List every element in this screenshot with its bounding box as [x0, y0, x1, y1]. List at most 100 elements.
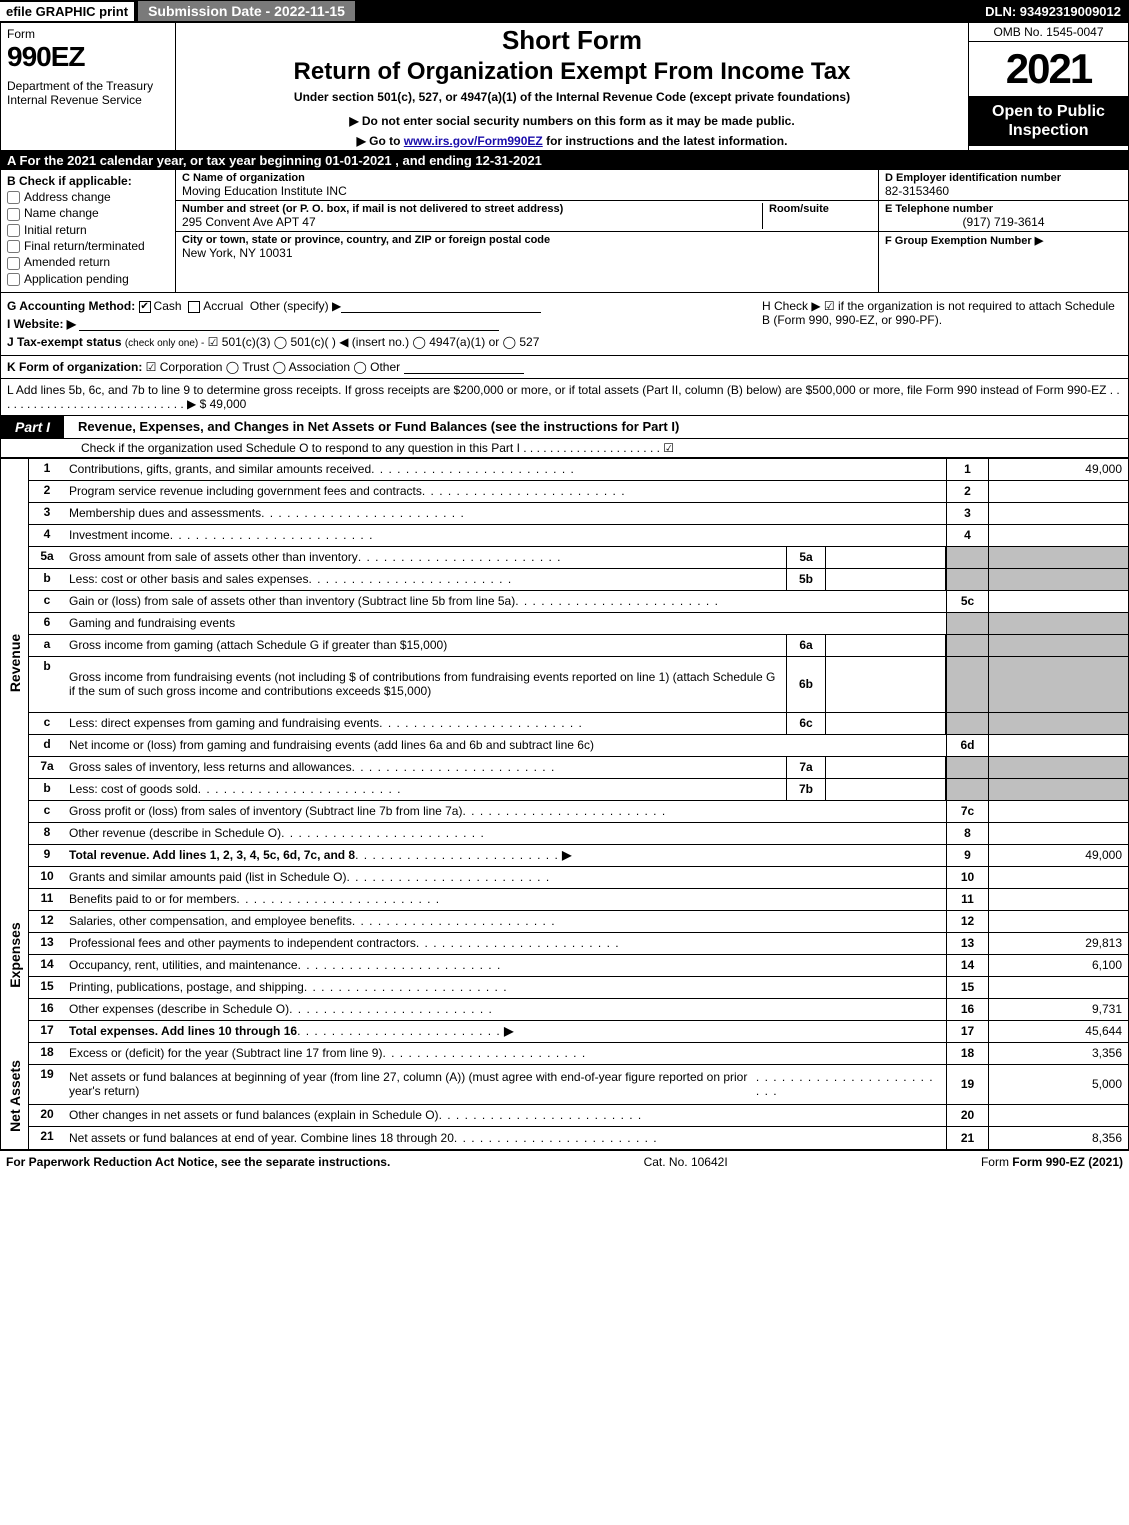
line-num: 21 [29, 1127, 65, 1149]
part1-tab: Part I [1, 416, 64, 438]
line-desc: Less: cost of goods sold [69, 782, 198, 796]
line-amt-shade [988, 779, 1128, 800]
arrow-icon: ▶ [562, 848, 571, 862]
g-accounting: G Accounting Method: ✔Cash Accrual Other… [7, 299, 762, 313]
line-5b: b Less: cost or other basis and sales ex… [29, 569, 1128, 591]
sub-val [826, 779, 946, 800]
line-amt-shade [988, 569, 1128, 590]
line-desc: Printing, publications, postage, and shi… [69, 980, 304, 994]
line-amt-shade [988, 657, 1128, 712]
row-a: A For the 2021 calendar year, or tax yea… [1, 151, 1128, 170]
line-num: 17 [29, 1021, 65, 1042]
header-mid: Short Form Return of Organization Exempt… [176, 23, 968, 150]
line-num: b [29, 779, 65, 800]
expenses-side-label: Expenses [1, 867, 29, 1043]
street: 295 Convent Ave APT 47 [182, 215, 762, 229]
room-label: Room/suite [769, 203, 872, 215]
line-box: 1 [946, 459, 988, 480]
sub-num: 7b [786, 779, 826, 800]
line-desc: Gross income from gaming (attach Schedul… [69, 638, 447, 652]
line-num: 1 [29, 459, 65, 480]
line-box: 10 [946, 867, 988, 888]
j-label: J Tax-exempt status [7, 335, 122, 349]
i-label: I Website: ▶ [7, 317, 76, 331]
revenue-side-label: Revenue [1, 459, 29, 867]
ein-label: D Employer identification number [885, 172, 1122, 184]
netassets-table: Net Assets 18 Excess or (deficit) for th… [1, 1043, 1128, 1149]
line-amt-shade [988, 635, 1128, 656]
line-desc: Membership dues and assessments [69, 506, 261, 520]
part1-note: Check if the organization used Schedule … [1, 439, 1128, 458]
sub-num: 7a [786, 757, 826, 778]
line-num: a [29, 635, 65, 656]
line-6c: c Less: direct expenses from gaming and … [29, 713, 1128, 735]
line-num: 18 [29, 1043, 65, 1064]
line-num: 14 [29, 955, 65, 976]
line-amt-shade [988, 713, 1128, 734]
header-left: Form 990EZ Department of the Treasury In… [1, 23, 176, 150]
line-desc: Grants and similar amounts paid (list in… [69, 870, 346, 884]
submission-date: Submission Date - 2022-11-15 [138, 1, 355, 21]
row-i: I Website: ▶ [7, 313, 762, 335]
sub-num: 5b [786, 569, 826, 590]
row-k: K Form of organization: ☑ Corporation ◯ … [1, 356, 1128, 379]
city: New York, NY 10031 [182, 246, 872, 260]
chk-amended-return[interactable]: Amended return [7, 255, 169, 269]
line-box: 4 [946, 525, 988, 546]
chk-address-change[interactable]: Address change [7, 190, 169, 204]
line-amt: 29,813 [988, 933, 1128, 954]
line-num: 8 [29, 823, 65, 844]
line-box: 21 [946, 1127, 988, 1149]
part1-header: Part I Revenue, Expenses, and Changes in… [1, 416, 1128, 439]
line-box: 13 [946, 933, 988, 954]
line-desc: Gross profit or (loss) from sales of inv… [69, 804, 462, 818]
line-box: 17 [946, 1021, 988, 1042]
k-blank [404, 360, 524, 374]
tax-year: 2021 [969, 42, 1128, 96]
line-num: 5a [29, 547, 65, 568]
k-label: K Form of organization: [7, 360, 142, 374]
line-box: 20 [946, 1105, 988, 1126]
row-l: L Add lines 5b, 6c, and 7b to line 9 to … [1, 379, 1128, 416]
irs-link[interactable]: www.irs.gov/Form990EZ [404, 134, 543, 148]
line-6: 6 Gaming and fundraising events [29, 613, 1128, 635]
line-num: c [29, 713, 65, 734]
line-num: 4 [29, 525, 65, 546]
line-desc: Net income or (loss) from gaming and fun… [69, 738, 594, 752]
line-amt: 8,356 [988, 1127, 1128, 1149]
arrow-icon: ▶ [504, 1024, 513, 1038]
line-num: 11 [29, 889, 65, 910]
chk-application-pending[interactable]: Application pending [7, 272, 169, 286]
tel-block: E Telephone number (917) 719-3614 [879, 201, 1128, 232]
line-desc: Gross amount from sale of assets other t… [69, 550, 358, 564]
form-header: Form 990EZ Department of the Treasury In… [1, 23, 1128, 151]
line-8: 8 Other revenue (describe in Schedule O)… [29, 823, 1128, 845]
line-desc: Salaries, other compensation, and employ… [69, 914, 352, 928]
line-12: 12 Salaries, other compensation, and emp… [29, 911, 1128, 933]
open-public: Open to Public Inspection [969, 96, 1128, 146]
col-def: D Employer identification number 82-3153… [878, 170, 1128, 292]
part1-title: Revenue, Expenses, and Changes in Net As… [64, 419, 679, 434]
line-box-shade [946, 635, 988, 656]
line-box: 5c [946, 591, 988, 612]
city-block: City or town, state or province, country… [176, 232, 878, 262]
chk-final-return[interactable]: Final return/terminated [7, 239, 169, 253]
line-17: 17 Total expenses. Add lines 10 through … [29, 1021, 1128, 1043]
line-num: b [29, 569, 65, 590]
line-num: 3 [29, 503, 65, 524]
line-desc: Professional fees and other payments to … [69, 936, 416, 950]
line-11: 11 Benefits paid to or for members 11 [29, 889, 1128, 911]
goto-note: ▶ Go to www.irs.gov/Form990EZ for instru… [184, 134, 960, 148]
line-num: c [29, 801, 65, 822]
line-box-shade [946, 779, 988, 800]
ein: 82-3153460 [885, 184, 1122, 198]
chk-name-change[interactable]: Name change [7, 206, 169, 220]
line-7a: 7a Gross sales of inventory, less return… [29, 757, 1128, 779]
line-amt: 45,644 [988, 1021, 1128, 1042]
chk-label: Name change [24, 206, 99, 220]
line-amt [988, 889, 1128, 910]
line-amt: 3,356 [988, 1043, 1128, 1064]
chk-initial-return[interactable]: Initial return [7, 223, 169, 237]
line-desc: Gross income from fundraising events (no… [69, 670, 782, 698]
line-6a: a Gross income from gaming (attach Sched… [29, 635, 1128, 657]
